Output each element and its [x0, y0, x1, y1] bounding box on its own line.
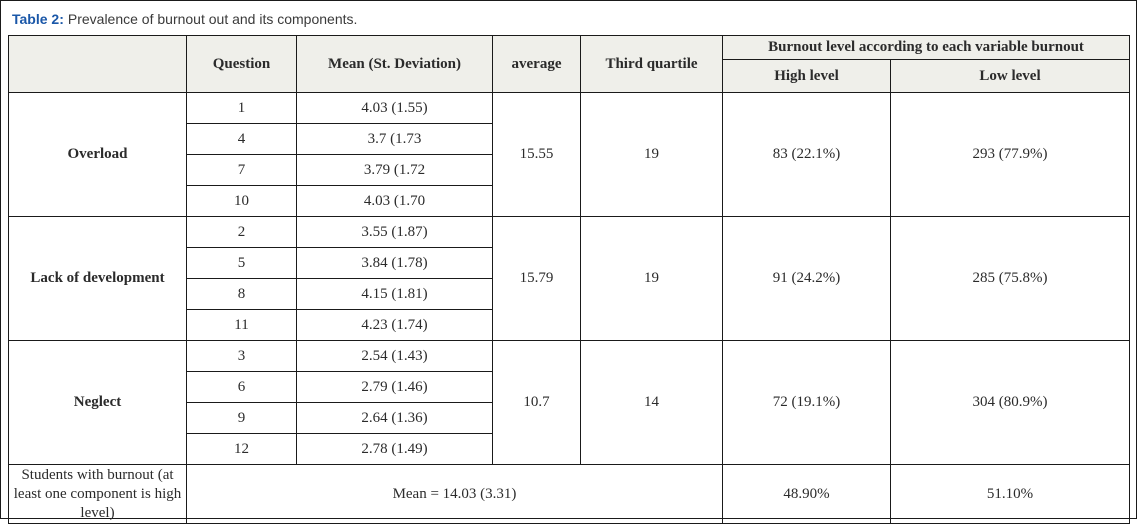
- table-row: 11 4.23 (1.74): [9, 309, 1130, 341]
- mean-cell: 4.15 (1.81): [296, 278, 493, 310]
- summary-row: Students with burnout (at least one comp…: [8, 463, 1131, 524]
- mean-cell: 2.64 (1.36): [296, 402, 493, 434]
- high-level-cell: 91 (24.2%): [722, 216, 891, 341]
- question-cell: 4: [186, 123, 297, 155]
- header-third-quartile: Third quartile: [580, 35, 723, 93]
- table-caption-text: Prevalence of burnout out and its compon…: [67, 11, 358, 27]
- component-cell: Overload: [8, 92, 187, 217]
- component-cell: Neglect: [8, 340, 187, 465]
- mean-cell: 3.7 (1.73: [296, 123, 493, 155]
- summary-low-level-cell: 51.10%: [889, 463, 1131, 524]
- summary-high-level-cell: 48.90%: [722, 463, 891, 524]
- mean-cell: 4.03 (1.70: [296, 185, 493, 217]
- table-caption: Table 2: Prevalence of burnout out and it…: [8, 6, 1129, 35]
- mean-cell: 4.23 (1.74): [296, 309, 493, 341]
- question-cell: 7: [186, 154, 297, 186]
- header-high-level: High level: [722, 59, 891, 93]
- mean-cell: 4.03 (1.55): [296, 92, 493, 124]
- table-row: Lack of development 2 3.55 (1.87) 15.79 …: [8, 216, 1131, 341]
- question-cell: 5: [186, 247, 297, 279]
- question-cell: 6: [186, 371, 297, 403]
- question-cell: 3: [186, 340, 297, 372]
- table-row: Overload 1 4.03 (1.55) 15.55 19 83 (22.1…: [8, 92, 1131, 217]
- mean-cell: 3.79 (1.72: [296, 154, 493, 186]
- third-quartile-cell: 19: [580, 92, 723, 217]
- header-question: Question: [186, 35, 297, 93]
- component-cell: Lack of development: [8, 216, 187, 341]
- question-cell: 11: [186, 309, 297, 341]
- question-cell: 8: [186, 278, 297, 310]
- question-cell: 2: [186, 216, 297, 248]
- table-row: 10 4.03 (1.70: [9, 185, 1130, 217]
- table-row: 7 3.79 (1.72: [9, 154, 1130, 186]
- burnout-table: Question Mean (St. Deviation) average Th…: [8, 35, 1131, 524]
- table-row: 9 2.64 (1.36): [9, 402, 1130, 434]
- third-quartile-cell: 14: [580, 340, 723, 465]
- header-low-level: Low level: [889, 59, 1131, 93]
- question-cell: 9: [186, 402, 297, 434]
- average-cell: 15.79: [492, 216, 581, 341]
- third-quartile-cell: 19: [580, 216, 723, 341]
- mean-cell: 3.55 (1.87): [296, 216, 493, 248]
- summary-label-cell: Students with burnout (at least one comp…: [8, 463, 187, 524]
- header-burnout-level-group: Burnout level according to each variable…: [721, 35, 1131, 60]
- mean-cell: 3.84 (1.78): [296, 247, 493, 279]
- low-level-cell: 293 (77.9%): [889, 92, 1131, 217]
- low-level-cell: 304 (80.9%): [889, 340, 1131, 465]
- average-cell: 10.7: [492, 340, 581, 465]
- question-cell: 1: [186, 92, 297, 124]
- high-level-cell: 83 (22.1%): [722, 92, 891, 217]
- mean-cell: 2.79 (1.46): [296, 371, 493, 403]
- header-average: average: [492, 35, 581, 93]
- header-mean-st-deviation: Mean (St. Deviation): [296, 35, 493, 93]
- table-row: 6 2.79 (1.46): [9, 371, 1130, 403]
- summary-mean-cell: Mean = 14.03 (3.31): [186, 463, 723, 524]
- mean-cell: 2.78 (1.49): [296, 433, 493, 465]
- question-cell: 10: [186, 185, 297, 217]
- high-level-cell: 72 (19.1%): [722, 340, 891, 465]
- average-cell: 15.55: [492, 92, 581, 217]
- header-component-empty: [8, 35, 187, 93]
- question-cell: 12: [186, 433, 297, 465]
- table-row: Neglect 3 2.54 (1.43) 10.7 14 72 (19.1%)…: [8, 340, 1131, 465]
- table-caption-label: Table 2:: [12, 11, 64, 27]
- mean-cell: 2.54 (1.43): [296, 340, 493, 372]
- low-level-cell: 285 (75.8%): [889, 216, 1131, 341]
